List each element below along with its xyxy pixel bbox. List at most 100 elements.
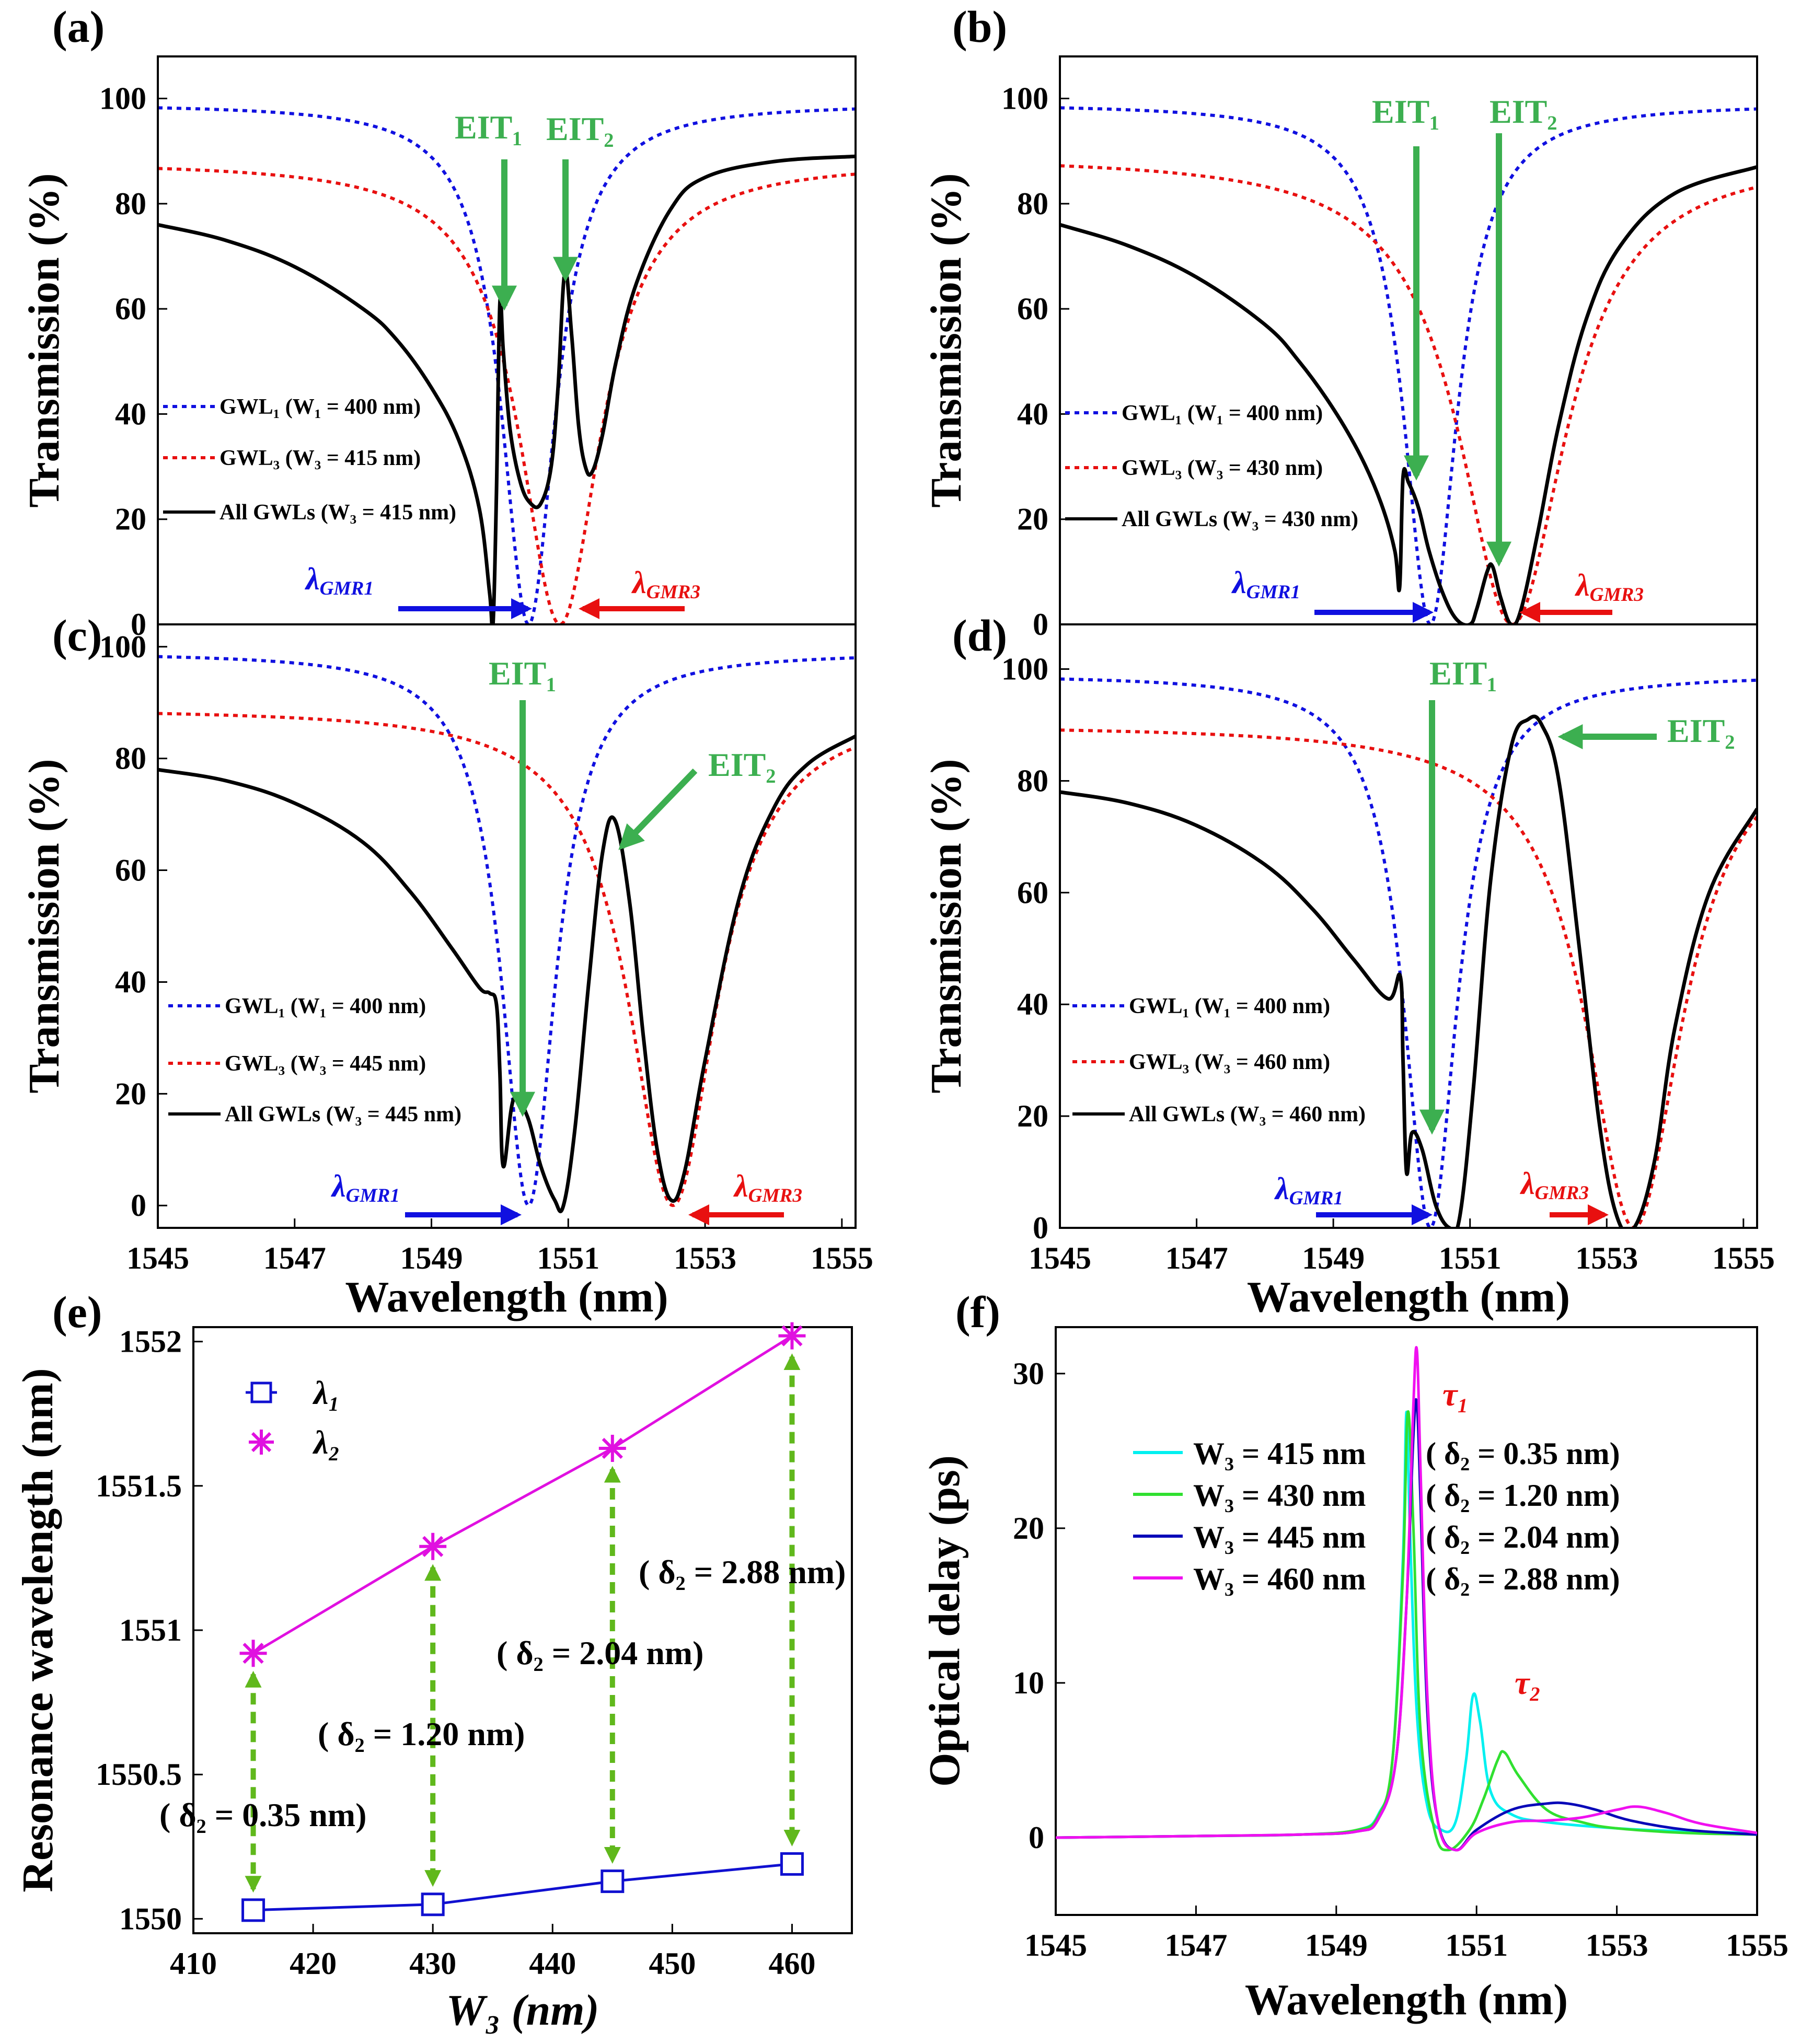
y-tick-label: 20 [1017, 502, 1048, 537]
gmr3-label: λGMR3 [631, 565, 700, 603]
lambda1-point [780, 1852, 804, 1876]
x-tick-label: 1555 [1712, 1241, 1775, 1275]
y-tick-label: 30 [1013, 1356, 1044, 1391]
y-tick-label: 40 [115, 397, 146, 431]
legend-gwl3-label: GWL₃ (W₃ = 415 nm) [220, 446, 421, 470]
eit2-label: EIT₂ [1667, 712, 1735, 749]
y-tick-label: 60 [1017, 875, 1048, 910]
panel-c: 0 20 40 60 80 100 1545 1547 1549 1551 1553 1555 Tran… [20, 610, 873, 1321]
y-axis-label: Transmission (%) [20, 759, 68, 1093]
y-tick-label: 80 [115, 187, 146, 221]
x-tick-label: 1549 [400, 1241, 463, 1275]
legend-w3-label: W₃ = 430 nm [1193, 1478, 1366, 1513]
legend-gwl1-label: GWL₁ (W₁ = 400 nm) [220, 395, 421, 419]
y-tick-label: 60 [115, 853, 146, 888]
delta-annotation: ( δ₂ = 0.35 nm) [159, 1796, 366, 1833]
y-tick-label: 80 [1017, 763, 1048, 798]
delta-annotation: ( δ₂ = 1.20 nm) [318, 1715, 525, 1752]
legend-delta-label: ( δ₂ = 1.20 nm) [1426, 1478, 1620, 1513]
lambda1-point [241, 1898, 265, 1922]
x-tick-label: 450 [649, 1946, 696, 1981]
series-line-1 [253, 1862, 792, 1912]
y-axis-label: Optical delay (ps) [920, 1455, 969, 1787]
x-axis-label: W₃ (nm) [446, 1986, 599, 2035]
legend-all-gwls-label: All GWLs (W₃ = 415 nm) [220, 501, 456, 525]
curves-b [1060, 106, 1757, 624]
x-tick-label: 1545 [1024, 1928, 1087, 1962]
y-tick-label: 1551 [119, 1613, 182, 1647]
gmr1-label: λGMR1 [1231, 565, 1300, 603]
eit2-label: EIT₂ [546, 110, 614, 147]
gwl3-series-line [1060, 728, 1757, 1228]
panel-label: (d) [952, 610, 1007, 660]
plot-frame-f [1055, 1326, 1758, 1916]
y-axis-label: Transmission (%) [922, 759, 971, 1093]
lambda2-point [419, 1532, 447, 1560]
legend-gwl3-label: GWL₃ (W₃ = 460 nm) [1129, 1050, 1330, 1074]
y-tick-label: 100 [1001, 652, 1048, 687]
plot-frame-d [1059, 623, 1758, 1229]
x-tick-label: 1551 [1445, 1928, 1508, 1962]
series-line-2 [252, 1334, 793, 1655]
panel-label: (e) [52, 1287, 102, 1337]
all-gwls-series-line [1060, 165, 1757, 624]
x-tick-label: 1551 [537, 1241, 599, 1275]
y-tick-label: 1551.5 [96, 1469, 182, 1503]
x-tick-label: 1553 [674, 1241, 736, 1275]
y-tick-label: 100 [99, 82, 146, 116]
all-gwls-series-line [1060, 714, 1757, 1228]
curves-f [1056, 1346, 1757, 1852]
gmr1-label: λGMR1 [1274, 1171, 1343, 1209]
legend-delta-label: ( δ₂ = 0.35 nm) [1426, 1436, 1620, 1471]
gwl3-series-line [1060, 164, 1757, 624]
x-tick-label: 460 [768, 1946, 815, 1981]
legend-gwl3-label: GWL₃ (W₃ = 445 nm) [225, 1052, 426, 1076]
x-tick-label: 1549 [1302, 1241, 1365, 1275]
lambda2-point [778, 1322, 806, 1350]
legend-lambda2-label: λ₂ [312, 1424, 340, 1461]
panel-f: 0 10 20 30 1545 1547 1549 1551 1553 1555 Optical d… [920, 1287, 1788, 2024]
x-axis-label: Wavelength (nm) [1247, 1273, 1570, 1321]
eit2-label: EIT₂ [708, 746, 776, 783]
y-tick-label: 60 [1017, 292, 1048, 326]
delay-series-line-2 [1056, 1410, 1757, 1852]
y-tick-label: 0 [131, 607, 146, 642]
star-stroke [422, 1536, 444, 1557]
x-axis-label: Wavelength (nm) [1245, 1976, 1568, 2024]
x-tick-label: 410 [170, 1946, 217, 1981]
y-tick-label: 100 [99, 630, 146, 664]
gmr3-label: λGMR3 [1519, 1166, 1589, 1204]
x-tick-label: 1553 [1575, 1241, 1638, 1275]
all-gwls-series-line [158, 154, 856, 624]
y-tick-label: 1550 [119, 1901, 182, 1936]
x-tick-label: 430 [409, 1946, 456, 1981]
y-tick-label: 0 [1033, 1211, 1048, 1245]
legend-all-gwls-label: All GWLs (W₃ = 445 nm) [225, 1102, 461, 1126]
x-tick-label: 1551 [1439, 1241, 1502, 1275]
curves-c [158, 655, 856, 1213]
legend-w3-label: W₃ = 445 nm [1193, 1520, 1366, 1554]
y-tick-label: 40 [1017, 397, 1048, 431]
y-tick-label: 0 [1029, 1820, 1044, 1855]
y-tick-label: 10 [1013, 1666, 1044, 1700]
x-tick-label: 1547 [1165, 1241, 1228, 1275]
x-tick-label: 1547 [263, 1241, 326, 1275]
y-tick-label: 20 [1017, 1099, 1048, 1133]
legend-lambda1-label: λ₁ [312, 1374, 340, 1411]
y-tick-label: 20 [115, 502, 146, 537]
gwl3-series-line [158, 167, 856, 624]
eit2-arrow [618, 768, 698, 850]
legend-all-gwls-label: All GWLs (W₃ = 460 nm) [1129, 1102, 1366, 1126]
star-stroke [602, 1437, 623, 1459]
star-stroke [251, 1432, 272, 1453]
curves-a [158, 106, 856, 624]
y-tick-label: 60 [115, 292, 146, 326]
x-tick-label: 1545 [126, 1241, 189, 1275]
panel-label: (a) [52, 2, 105, 52]
gmr3-label: λGMR3 [1574, 568, 1644, 606]
y-tick-label: 1550.5 [96, 1757, 182, 1792]
gmr1-label: λGMR1 [330, 1169, 400, 1206]
panel-d: 0 20 40 60 80 100 1545 1547 1549 1551 1553 1555 Tran… [922, 610, 1775, 1321]
legend-w3-label: W₃ = 460 nm [1193, 1562, 1366, 1596]
